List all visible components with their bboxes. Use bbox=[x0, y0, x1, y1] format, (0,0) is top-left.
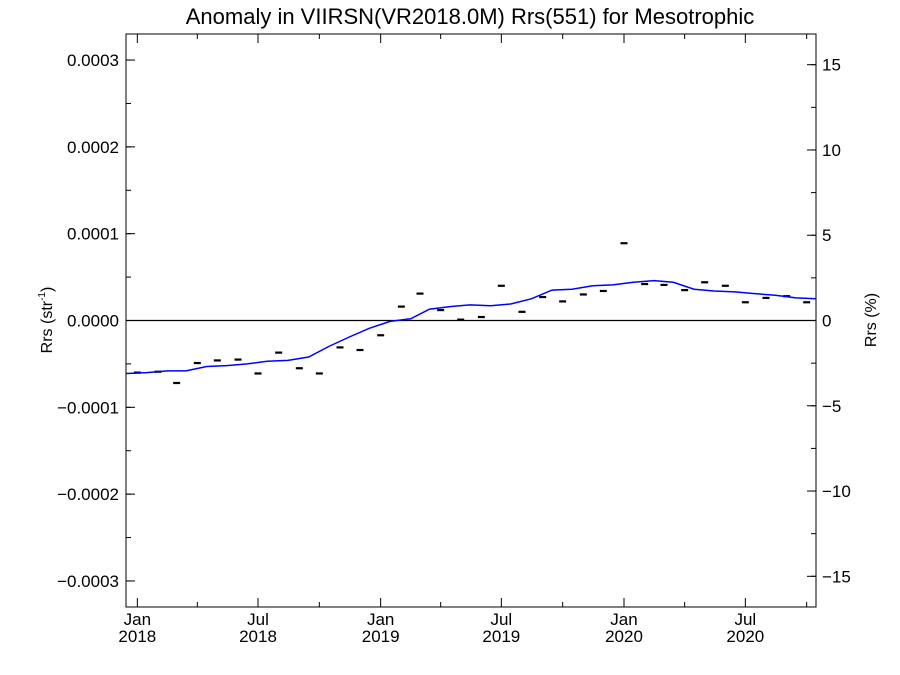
y-tick-label-right: −10 bbox=[822, 482, 851, 501]
x-tick-label-year: 2018 bbox=[118, 627, 156, 646]
x-tick-label-month: Jul bbox=[490, 610, 512, 629]
y-tick-label-left: 0.0003 bbox=[67, 51, 119, 70]
x-tick-label-year: 2019 bbox=[362, 627, 400, 646]
x-tick-label-year: 2020 bbox=[605, 627, 643, 646]
y-tick-label-right: −5 bbox=[822, 397, 841, 416]
y-tick-label-right: 5 bbox=[822, 226, 831, 245]
y-tick-label-right: 15 bbox=[822, 56, 841, 75]
y-axis-label-left-suffix: ) bbox=[39, 287, 56, 292]
plot-frame bbox=[125, 33, 817, 608]
y-axis-label-left-prefix: Rrs (str bbox=[39, 300, 56, 353]
x-tick-label-year: 2018 bbox=[239, 627, 277, 646]
x-tick-label-month: Jul bbox=[734, 610, 756, 629]
x-tick-label-year: 2020 bbox=[726, 627, 764, 646]
x-tick-label-month: Jan bbox=[610, 610, 637, 629]
x-tick-label-month: Jul bbox=[247, 610, 269, 629]
chart-title: Anomaly in VIIRSN(VR2018.0M) Rrs(551) fo… bbox=[186, 4, 755, 29]
running-mean-line bbox=[125, 279, 817, 375]
y-tick-label-left: 0.0001 bbox=[67, 225, 119, 244]
y-tick-label-left: 0.0000 bbox=[67, 312, 119, 331]
y-tick-label-left: −0.0002 bbox=[57, 485, 119, 504]
y-tick-label-left: 0.0002 bbox=[67, 138, 119, 157]
y-tick-label-right: 0 bbox=[822, 312, 831, 331]
x-tick-label-year: 2019 bbox=[482, 627, 520, 646]
y-tick-label-right: 10 bbox=[822, 141, 841, 160]
y-tick-label-right: −15 bbox=[822, 567, 851, 586]
x-tick-label-month: Jan bbox=[367, 610, 394, 629]
x-tick-label-month: Jan bbox=[124, 610, 151, 629]
y-axis-label-right: Rrs (%) bbox=[863, 293, 880, 347]
plot-area bbox=[125, 242, 817, 385]
y-tick-label-left: −0.0003 bbox=[57, 572, 119, 591]
y-axis-label-left: Rrs (str-1) bbox=[37, 287, 56, 354]
axis-ticks: −0.0003 −0.0002 −0.0001 0.0000 0.0001 0.0002 0… bbox=[57, 34, 851, 646]
y-tick-label-left: −0.0001 bbox=[57, 398, 119, 417]
y-axis-label-left-superscript: -1 bbox=[37, 292, 48, 301]
